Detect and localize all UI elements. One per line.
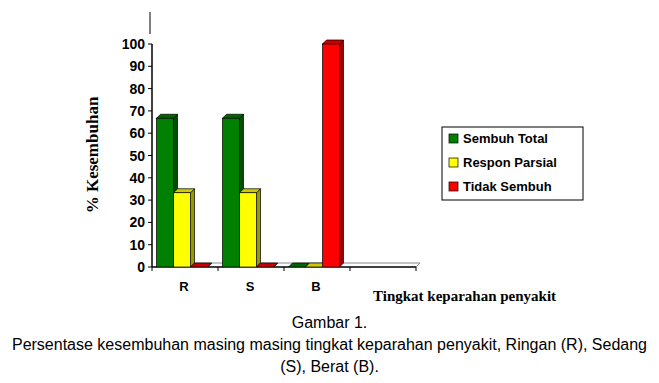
bar-side [191, 189, 195, 267]
x-tick-label: R [179, 279, 189, 294]
bar-top [157, 114, 178, 118]
x-tick [218, 267, 219, 271]
caption-text: Persentase kesembuhan masing masing ting… [10, 334, 649, 378]
y-tick [148, 155, 152, 156]
y-tick-label: 60 [129, 125, 145, 141]
y-tick [148, 88, 152, 89]
y-tick [148, 200, 152, 201]
floor-edge [416, 263, 420, 267]
bar-top [323, 40, 344, 44]
legend-swatch [449, 134, 458, 143]
bar-top [174, 189, 195, 193]
y-tick [148, 177, 152, 178]
y-tick-label: 90 [129, 58, 145, 74]
bar-side [340, 40, 344, 267]
y-tick [148, 267, 152, 268]
legend-swatch [449, 182, 458, 191]
legend-label: Sembuh Total [463, 131, 548, 146]
legend-swatch [449, 158, 458, 167]
bar [157, 118, 174, 267]
x-tick-label: S [246, 279, 255, 294]
x-tick [416, 267, 417, 271]
chart: 0 10 20 30 40 50 60 70 80 90 100 R S B % Kesembuhan Tin… [0, 0, 659, 310]
bar [191, 267, 208, 268]
bar-3d [240, 189, 261, 267]
caption-title: Gambar 1. [10, 312, 649, 334]
x-axis-title: Tingkat keparahan penyakit [373, 288, 556, 304]
y-axis-title: % Kesembuhan [83, 96, 102, 213]
y-tick [148, 44, 152, 45]
bar-top [191, 263, 212, 267]
bars [157, 40, 344, 267]
artifact-line [150, 12, 151, 34]
y-tick-label: 0 [137, 259, 145, 275]
bar-3d [174, 189, 195, 267]
bar-top [223, 114, 244, 118]
y-tick-label: 80 [129, 81, 145, 97]
bar-3d [257, 263, 278, 267]
y-tick [148, 66, 152, 67]
y-tick [148, 244, 152, 245]
bar-top [240, 189, 261, 193]
y-tick-label: 70 [129, 103, 145, 119]
legend-label: Respon Parsial [463, 155, 557, 170]
bar [289, 267, 306, 268]
x-tick [284, 267, 285, 271]
bar-top [257, 263, 278, 267]
y-tick-label: 10 [129, 237, 145, 253]
legend-box [442, 127, 583, 200]
bar [240, 193, 257, 267]
y-tick-label: 50 [129, 148, 145, 164]
bar-3d [323, 40, 344, 267]
bar-3d [191, 263, 212, 267]
bar-side [257, 189, 261, 267]
legend-label: Tidak Sembuh [463, 179, 552, 194]
bar [306, 267, 323, 268]
y-tick-label: 30 [129, 192, 145, 208]
bar [257, 267, 274, 268]
x-tick-label: B [311, 279, 320, 294]
y-tick-label: 20 [129, 214, 145, 230]
bar [174, 193, 191, 267]
x-tick [350, 267, 351, 271]
y-tick [148, 110, 152, 111]
y-tick-label: 40 [129, 170, 145, 186]
bar [323, 44, 340, 267]
y-tick [148, 222, 152, 223]
caption: Gambar 1.Persentase kesembuhan masing ma… [10, 312, 649, 378]
x-tick [152, 267, 153, 271]
y-tick-label: 100 [122, 36, 146, 52]
bar [223, 118, 240, 267]
y-tick [148, 133, 152, 134]
